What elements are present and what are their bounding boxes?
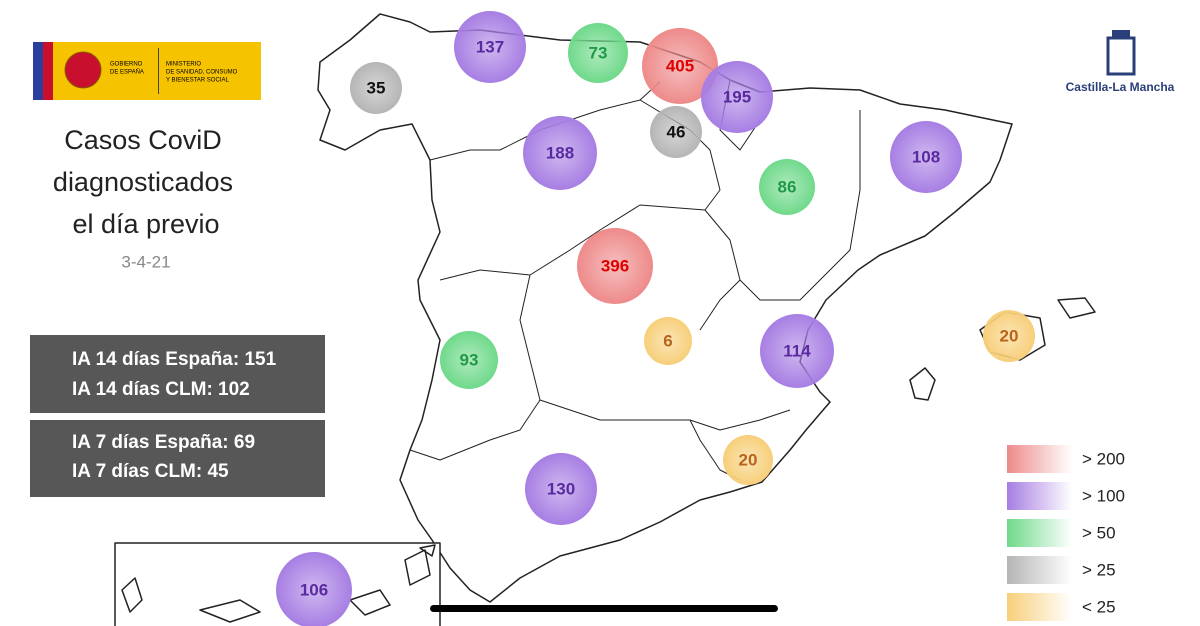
bubble [650,106,702,158]
legend-swatch [1007,556,1072,584]
bubble [642,28,718,104]
clm-tower [1106,36,1136,76]
bubble [523,116,597,190]
stat: IA 7 días España: 69 [72,432,255,453]
canary-islands [121,544,436,623]
bubble-value: 93 [460,350,479,369]
stat: IA 14 días CLM: 102 [72,379,250,400]
peninsula [317,13,1013,603]
legend-label: > 200 [1082,449,1125,468]
bubble-value: 130 [547,479,575,498]
clm-brand: Castilla-La Mancha [1066,80,1175,94]
logo-divider [158,48,159,94]
stats: IA 14 días España: 151 IA 14 días CLM: 1… [30,335,325,497]
legend-swatch [1007,445,1072,473]
bubble-value: 6 [663,331,672,350]
bubble [644,317,692,365]
title-line: el día previo [72,209,219,239]
legend-label: < 25 [1082,597,1116,616]
bubble-value: 35 [367,78,386,97]
home-indicator [430,605,778,612]
title-line: Casos CoviD [64,125,222,155]
bubble [440,331,498,389]
title: Casos CoviD diagnosticados el día previo… [53,125,233,271]
stat: IA 14 días España: 151 [72,349,277,370]
bubble-value: 137 [476,37,504,56]
bubble [568,23,628,83]
logo-flag-blue [33,42,43,100]
bubble [454,11,526,83]
bubble [701,61,773,133]
stats-box [30,420,325,497]
map [114,13,1096,626]
bubble [350,62,402,114]
legend-swatch [1007,593,1072,621]
bubble-value: 405 [666,56,694,75]
clm-crown [1112,30,1130,38]
bubble-value: 114 [783,341,811,360]
legend-label: > 25 [1082,560,1116,579]
bubble-value: 188 [546,143,574,162]
legend-swatch [1007,519,1072,547]
logo-ministry: Y BIENESTAR SOCIAL [166,78,229,84]
bubble-value: 73 [589,43,608,62]
logo-shield [64,51,102,89]
title-line: diagnosticados [53,167,233,197]
bubble-value: 20 [739,450,758,469]
bubble-value: 20 [1000,326,1019,345]
logo-flag-red [43,42,53,100]
logo-ministry: MINISTERIO [166,62,201,68]
stats-box [30,335,325,413]
clm-logo: Castilla-La Mancha [1066,30,1175,94]
date: 3-4-21 [121,252,170,271]
balearic-ibiza [909,367,936,401]
bubble-value: 86 [778,177,797,196]
balearic-menorca [1057,297,1096,319]
logo-gov: GOBIERNO [110,62,143,68]
bubble-value: 106 [300,580,328,599]
logo-gov: DE ESPAÑA [110,69,144,76]
bubble [760,314,834,388]
logo-ministry: DE SANIDAD, CONSUMO [166,70,238,76]
bubble [577,228,653,304]
bubble-value: 195 [723,87,751,106]
bubble-value: 108 [912,147,940,166]
stat: IA 7 días CLM: 45 [72,461,229,482]
bubble [276,552,352,626]
legend-label: > 100 [1082,486,1125,505]
ministry-logo: GOBIERNO DE ESPAÑA MINISTERIO DE SANIDAD… [33,42,261,100]
legend-label: > 50 [1082,523,1116,542]
bubble [525,453,597,525]
legend-swatch [1007,482,1072,510]
bubble [890,121,962,193]
bubble-value: 46 [667,122,686,141]
bubble [759,159,815,215]
bubble-value: 396 [601,256,629,275]
legend: > 200 > 100 > 50 > 25 < 25 [1007,445,1125,621]
bubble [983,310,1035,362]
bubble [723,435,773,485]
bubbles: 137 73 405 35 195 46 188 108 86 396 6 93 114 20 20 130 1… [276,11,1035,626]
